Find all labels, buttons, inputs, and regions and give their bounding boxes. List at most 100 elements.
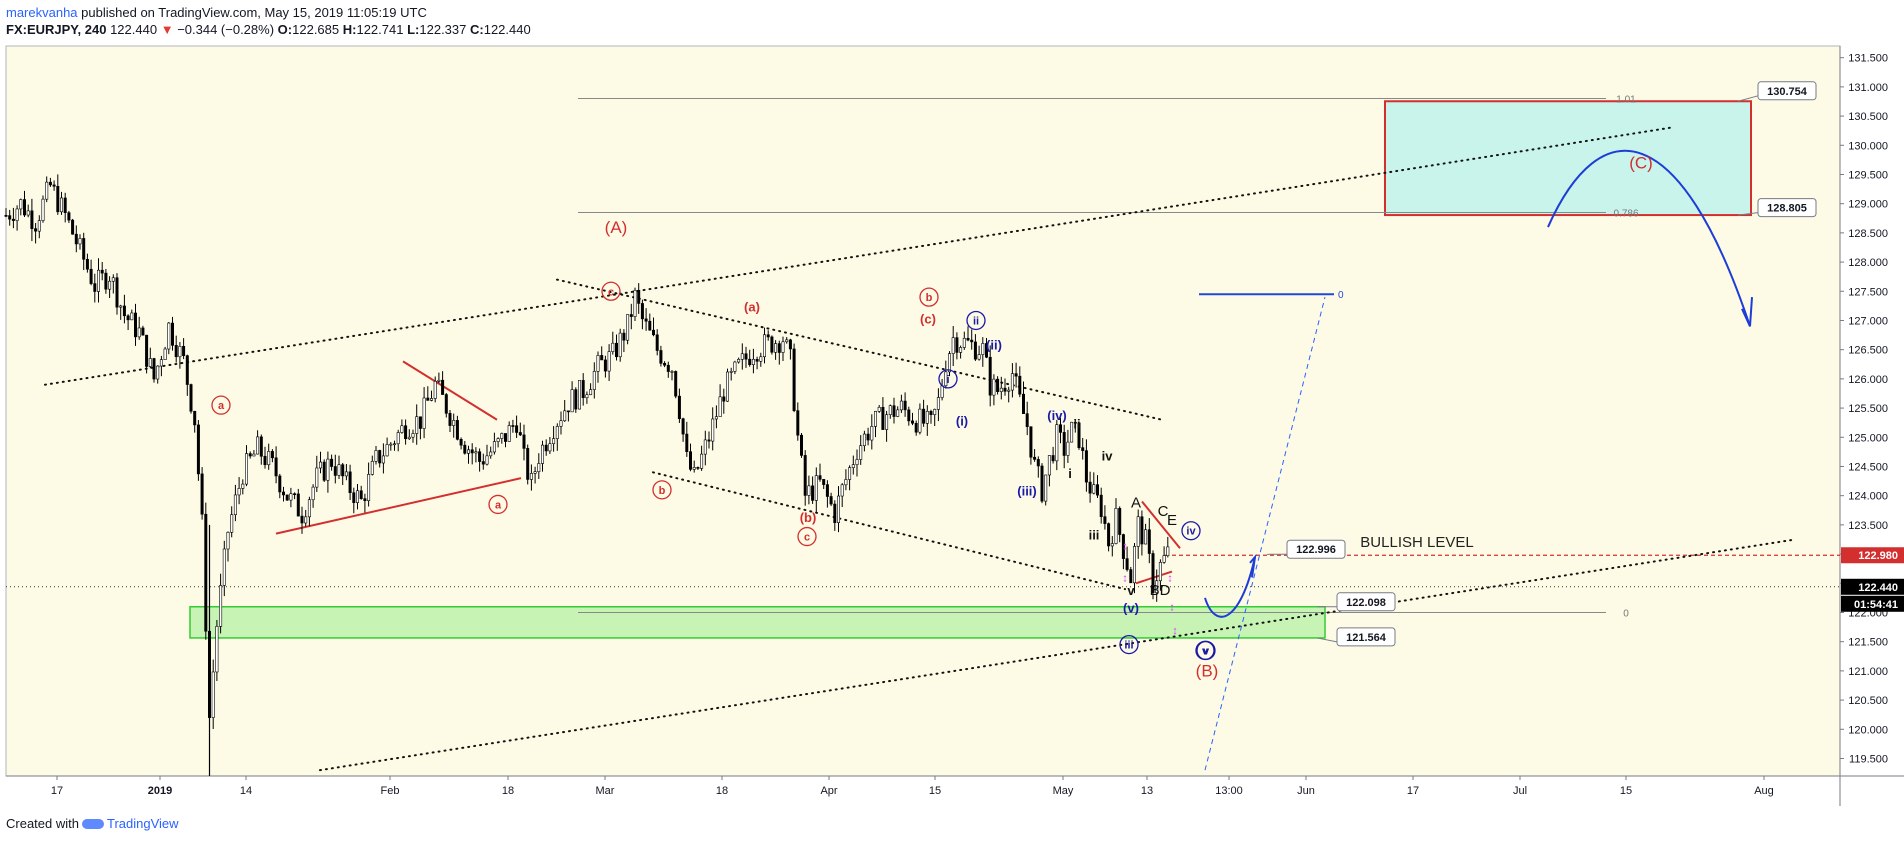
candle-body [655,334,659,351]
candle-body [1021,393,1025,414]
candle-body [633,289,637,317]
candle-body [341,464,345,477]
price-badge [1841,547,1904,564]
candle-body [914,422,918,433]
candle-body [840,484,844,497]
candle-body [466,449,470,454]
candle-body [215,626,219,673]
callout-box [1286,539,1346,559]
wave-label-blue: ii [973,315,979,327]
candle-body [526,448,530,480]
callout-label: 122.098 [1346,597,1386,609]
candle-body [825,484,829,497]
created-with-text: Created with [6,816,79,831]
candle-body [97,269,101,292]
candle-body [885,414,889,430]
wave-label-blue: iii [1124,640,1133,652]
candle-body [11,218,15,221]
candle-body [100,269,104,274]
chart-header: marekvanha published on TradingView.com,… [6,4,531,38]
callout-box [1336,592,1396,612]
wave-label-blue: iv [1186,526,1196,538]
candle-body [252,453,256,457]
projection-diagonal [1204,296,1326,771]
wave-label-black: E [1167,512,1177,529]
candle-body [126,315,130,321]
wave-label-red: c [804,532,810,544]
magenta-marker-icon: ↕ [1122,540,1128,552]
candle-body [41,198,45,221]
candle-body [45,181,49,200]
candle-body [651,329,655,336]
candle-body [515,425,519,433]
target-zone [1384,100,1752,217]
candle-body [770,336,774,353]
candle-body [940,385,944,398]
candle-body [233,494,237,515]
candle-body [548,443,552,452]
candle-body [781,341,785,353]
candle-body [981,343,985,355]
y-tick-label: 128.000 [1848,257,1888,269]
candle-body [566,410,570,413]
candle-body [22,199,26,216]
x-tick-label: 14 [240,785,252,797]
candle-body [304,516,308,524]
candle-body [973,341,977,360]
y-tick-label: 130.500 [1848,111,1888,123]
y-tick-label: 125.500 [1848,403,1888,415]
small-triangle-line [1141,500,1181,549]
candle-body [685,433,689,452]
candle-body [659,350,663,364]
fib-level-label: 0.786 [1613,208,1638,219]
candle-body [159,359,163,367]
candle-body [559,420,563,427]
candle-body [1073,421,1077,424]
candle-body [418,416,422,429]
y-tick-label: 124.000 [1848,491,1888,503]
candle-body [574,389,578,410]
candle-body [426,397,430,401]
x-tick-label: 18 [716,785,728,797]
candle-body [947,353,951,373]
candle-body [263,455,267,466]
candle-body [307,499,311,518]
tradingview-link[interactable]: TradingView [106,816,179,831]
y-tick-label: 127.500 [1848,286,1888,298]
candle-body [8,215,12,220]
price-badge [1841,595,1904,612]
author-link[interactable]: marekvanha [6,5,78,20]
candle-body [1059,424,1063,433]
candle-body [56,185,60,213]
low-value: 122.337 [419,22,467,37]
candle-body [681,418,685,435]
candle-body [337,464,341,476]
candle-body [1144,529,1148,545]
candle-body [637,289,641,304]
candle-body [722,396,726,402]
candle-body [404,425,408,440]
candle-body [600,355,604,361]
y-tick-label: 129.500 [1848,169,1888,181]
last-price: 122.440 [110,22,158,37]
wave-label-big: (B) [1196,662,1219,681]
candle-body [145,334,149,367]
price-chart[interactable]: 131.500 131.000 130.500 130.000 129.500 129.0… [0,42,1904,814]
candle-body [481,461,485,465]
candle-body [141,327,145,336]
candle-body [1062,432,1066,456]
open-label: O: [277,22,293,37]
channel-upper-line [556,278,1163,421]
candle-body [896,409,900,417]
x-tick-label: 13 [1141,785,1153,797]
candle-body [367,474,371,502]
candle-body [26,210,30,216]
candle-body [1081,447,1085,451]
candle-body [648,320,652,331]
candle-body [1055,424,1059,462]
candle-body [929,411,933,415]
forecast-path-short [1204,556,1256,618]
candle-body [363,498,367,502]
candle-body [903,400,907,411]
candle-body [585,394,589,399]
